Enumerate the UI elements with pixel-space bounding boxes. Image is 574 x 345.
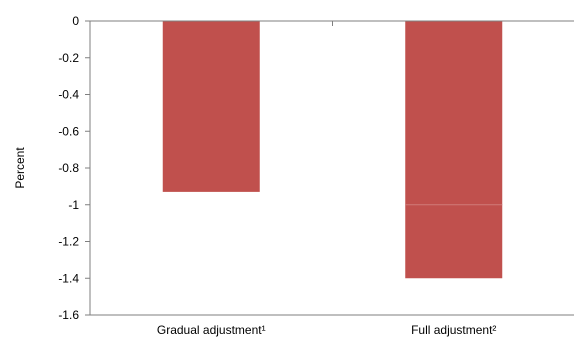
x-axis: Gradual adjustment¹ Full adjustment² bbox=[90, 20, 574, 337]
y-axis: 0 -0.2 -0.4 -0.6 -0.8 -1 -1.2 -1.4 -1.6 bbox=[58, 14, 91, 322]
y-tick-label: -0.8 bbox=[58, 161, 79, 175]
x-category-label: Gradual adjustment¹ bbox=[157, 323, 266, 337]
y-tick-label: -1.6 bbox=[58, 308, 79, 322]
y-tick-label: 0 bbox=[72, 14, 79, 28]
bar bbox=[405, 21, 503, 279]
x-category-label: Full adjustment² bbox=[411, 323, 496, 337]
y-tick-label: -1.2 bbox=[58, 235, 79, 249]
y-tick-label: -1.4 bbox=[58, 271, 79, 285]
y-tick-label: -0.6 bbox=[58, 124, 79, 138]
bars bbox=[162, 21, 503, 279]
y-tick-label: -0.4 bbox=[58, 88, 79, 102]
y-tick-label: -1 bbox=[68, 198, 79, 212]
y-tick-label: -0.2 bbox=[58, 51, 79, 65]
y-axis-title: Percent bbox=[13, 147, 27, 189]
bar bbox=[162, 21, 260, 192]
